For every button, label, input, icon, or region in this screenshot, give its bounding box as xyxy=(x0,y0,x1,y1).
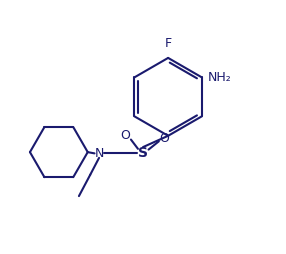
Text: O: O xyxy=(120,129,130,142)
Text: F: F xyxy=(164,37,172,50)
Text: N: N xyxy=(94,147,104,160)
Text: NH₂: NH₂ xyxy=(208,71,232,84)
Text: S: S xyxy=(138,146,148,160)
Text: O: O xyxy=(159,132,169,145)
